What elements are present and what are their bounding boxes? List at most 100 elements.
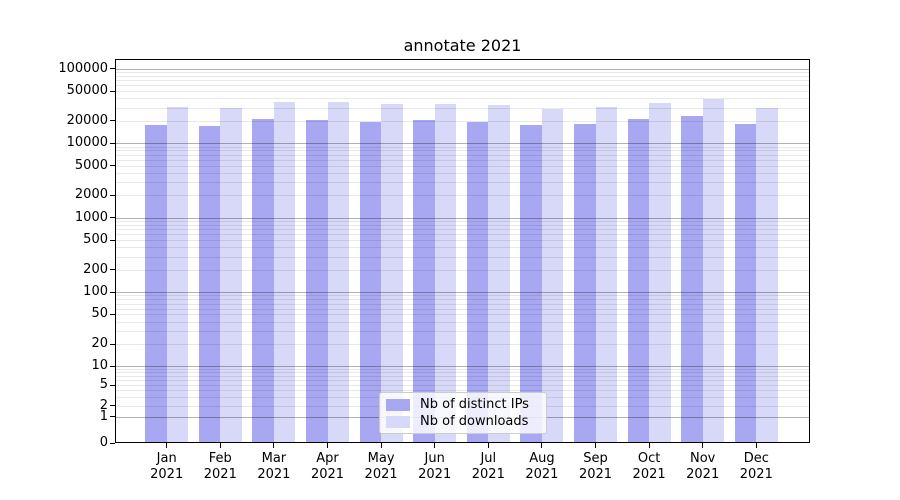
y-tick-mark [110,384,115,386]
gridline-minor [115,80,810,82]
bar-distinct-ips [359,122,382,444]
x-tick-mark [434,443,436,448]
bar-downloads [434,104,457,444]
gridline-minor [115,344,810,345]
y-tick-label: 50 [91,306,108,322]
y-tick-label: 5 [99,377,108,392]
bar-downloads [381,104,403,444]
gridline-minor [115,172,810,174]
x-tick-month: Jan [156,451,177,466]
gridline-minor [115,256,810,258]
bar-distinct-ips [574,123,596,444]
y-tick-mark [110,239,115,241]
gridline-minor [115,330,810,332]
legend-swatch-distinct-ips [386,398,410,411]
y-tick-mark [110,120,115,122]
bar-downloads [488,104,510,444]
gridline-minor [115,229,810,231]
y-tick-label: 50000 [66,83,108,99]
x-tick-year: 2021 [471,467,505,482]
y-tick-mark [110,142,115,144]
bar-distinct-ips [145,124,167,444]
y-tick-mark [110,291,115,293]
y-tick-mark [110,68,115,70]
gridline-minor [115,120,810,122]
y-tick-label: 10 [91,358,108,374]
x-tick-mark [648,443,650,448]
x-tick-month: Nov [690,451,716,466]
gridline-minor [115,369,810,371]
x-tick-month: May [367,451,395,466]
bar-downloads [220,108,242,444]
gridline-minor [115,295,810,297]
x-tick-month: Aug [529,451,555,466]
gridline-minor [115,91,810,93]
y-tick-mark [110,416,115,418]
bar-downloads [756,107,778,444]
y-tick-label: 20 [91,336,108,351]
x-tick-month: Jun [424,451,445,466]
legend: Nb of distinct IPs Nb of downloads [379,392,547,434]
x-tick-month: Sep [583,451,608,466]
gridline-major [115,143,810,145]
x-tick-month: Apr [316,451,339,466]
gridline-major [115,68,810,70]
x-tick-month: Dec [743,451,769,466]
gridline-minor [115,76,810,77]
bar-distinct-ips [252,119,274,444]
y-tick-label: 10000 [66,135,108,151]
gridline-minor [115,308,810,310]
x-tick-label: May 2021 [353,451,409,483]
x-tick-label: Oct 2021 [621,451,677,483]
bar-downloads [702,99,725,444]
x-tick-year: 2021 [686,467,720,482]
gridline-minor [115,234,810,236]
y-tick-label: 1000 [74,209,108,225]
bar-downloads [166,107,189,444]
bar-downloads [595,107,617,444]
y-tick-mark [110,90,115,92]
gridline-minor [115,107,810,109]
x-tick-month: Mar [261,451,287,466]
gridline-minor [115,376,810,377]
gridline-minor [115,321,810,323]
y-tick-label: 20000 [66,112,108,128]
y-tick-label: 200 [83,261,108,277]
x-tick-year: 2021 [739,467,773,482]
y-tick-label: 500 [83,232,108,247]
gridline-minor [115,72,810,74]
bar-distinct-ips [520,124,542,444]
y-tick-mark [110,343,115,345]
gridline-minor [115,85,810,87]
x-tick-mark [326,443,329,448]
x-tick-label: Sep 2021 [568,451,624,483]
x-tick-label: Mar 2021 [246,451,302,483]
x-tick-label: Jun 2021 [407,451,463,483]
gridline-minor [115,146,810,148]
y-tick-mark [110,365,115,368]
gridline-minor [115,195,810,197]
x-tick-mark [380,443,382,448]
y-tick-label: 100000 [58,60,108,76]
x-tick-year: 2021 [364,467,398,482]
x-tick-month: Oct [637,451,661,466]
legend-label-distinct-ips: Nb of distinct IPs [420,397,529,412]
gridline-major [115,292,810,293]
x-tick-mark [702,443,704,448]
y-tick-label: 5000 [74,157,108,173]
y-tick-label: 2000 [74,187,108,203]
x-tick-month: Feb [208,451,232,466]
x-tick-mark [273,443,275,448]
x-tick-mark [594,443,597,448]
y-tick-label: 1 [99,408,108,424]
y-tick-mark [110,217,115,219]
x-tick-label: Jul 2021 [460,451,516,483]
gridline-major [115,366,810,368]
gridline-minor [115,314,810,316]
gridline-minor [115,380,810,382]
bar-distinct-ips [734,124,757,444]
x-tick-year: 2021 [632,467,666,482]
bar-distinct-ips [466,122,489,444]
bar-distinct-ips [413,119,435,444]
y-tick-mark [110,442,115,444]
